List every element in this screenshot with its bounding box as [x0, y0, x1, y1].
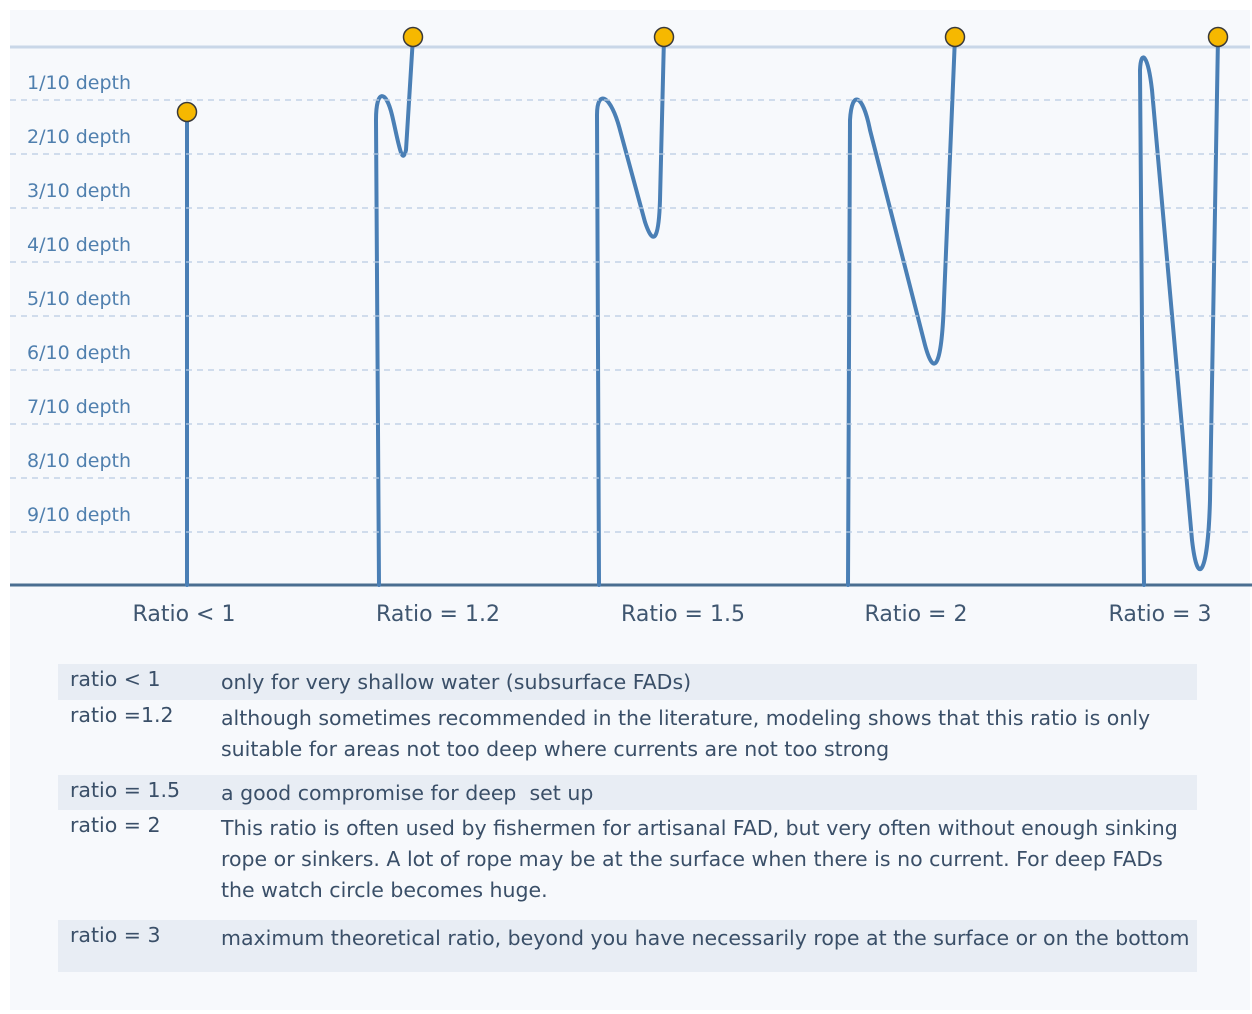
- float: [944, 26, 966, 48]
- rope-ratio-1-2: [373, 35, 415, 587]
- table-row: ratio =1.2 although sometimes recommended…: [58, 700, 1197, 770]
- rope-ratio-1-5: [594, 35, 666, 587]
- depth-label: 7/10 depth: [27, 396, 131, 418]
- rope-ratio-3: [1137, 35, 1220, 587]
- float: [1207, 26, 1229, 48]
- depth-label: 4/10 depth: [27, 234, 131, 256]
- depth-label: 1/10 depth: [27, 72, 131, 94]
- ratio-label: Ratio = 2: [865, 602, 968, 627]
- float: [402, 26, 424, 48]
- ratio-cell: ratio =1.2: [70, 703, 174, 727]
- ratio-cell: ratio = 1.5: [70, 778, 181, 802]
- description-cell: maximum theoretical ratio, beyond you ha…: [221, 923, 1189, 954]
- table-row: ratio < 1 only for very shallow water (su…: [58, 664, 1197, 700]
- table-row: ratio = 2 This ratio is often used by fis…: [58, 810, 1197, 915]
- ratio-label: Ratio = 1.2: [376, 602, 500, 627]
- description-line: only for very shallow water (subsurface …: [221, 670, 692, 694]
- float: [653, 26, 675, 48]
- description-cell: although sometimes recommended in the li…: [221, 703, 1150, 765]
- description-line: This ratio is often used by fishermen fo…: [221, 816, 1178, 840]
- table-row: ratio = 1.5 a good compromise for deep se…: [58, 775, 1197, 810]
- ratio-label: Ratio = 3: [1109, 602, 1212, 627]
- ratio-cell: ratio = 3: [70, 923, 161, 947]
- description-line: rope or sinkers. A lot of rope may be at…: [221, 847, 1163, 871]
- diagram: 1/10 depth 2/10 depth 3/10 depth 4/10 depth…: [10, 26, 1252, 627]
- ratio-cell: ratio < 1: [70, 667, 161, 691]
- depth-label: 3/10 depth: [27, 180, 131, 202]
- depth-label: 8/10 depth: [27, 450, 131, 472]
- depth-label: 2/10 depth: [27, 126, 131, 148]
- description-line: suitable for areas not too deep where cu…: [221, 737, 890, 761]
- panel: [10, 10, 1250, 1010]
- ratio-cell: ratio = 2: [70, 813, 161, 837]
- depth-label: 6/10 depth: [27, 342, 131, 364]
- ratio-label: Ratio < 1: [133, 602, 236, 627]
- table-row: ratio = 3 maximum theoretical ratio, beyo…: [58, 920, 1197, 972]
- ratio-label: Ratio = 1.5: [621, 602, 745, 627]
- description-line: maximum theoretical ratio, beyond you ha…: [221, 926, 1190, 950]
- depth-label: 9/10 depth: [27, 504, 131, 526]
- float: [176, 101, 198, 123]
- description-line: although sometimes recommended in the li…: [221, 706, 1151, 730]
- rope-ratio-2: [846, 35, 957, 587]
- description-cell: a good compromise for deep set up: [221, 778, 593, 809]
- description-cell: This ratio is often used by fishermen fo…: [221, 813, 1178, 906]
- description-line: a good compromise for deep set up: [221, 781, 594, 805]
- depth-label: 5/10 depth: [27, 288, 131, 310]
- description-cell: only for very shallow water (subsurface …: [221, 667, 691, 698]
- description-line: the watch circle becomes huge.: [221, 878, 548, 902]
